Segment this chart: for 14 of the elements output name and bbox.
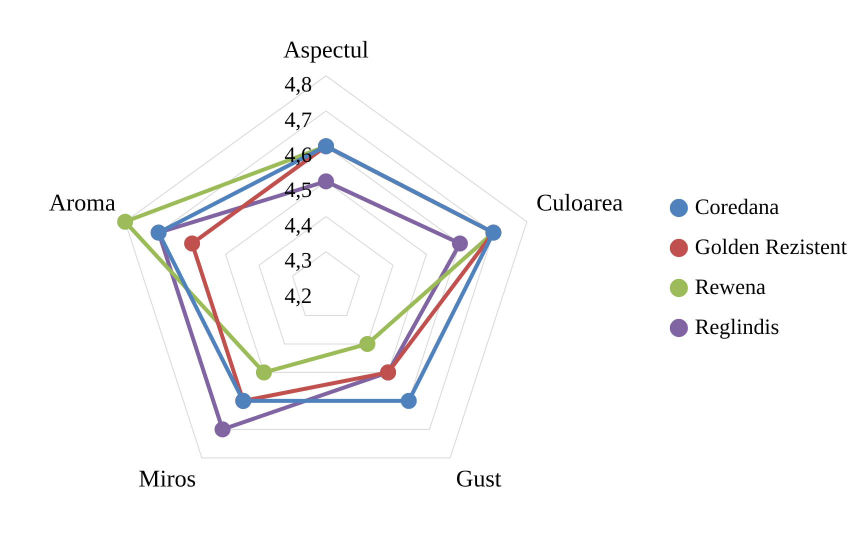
spoke-label: Aspectul — [283, 38, 369, 64]
spoke-label: Aroma — [48, 190, 116, 217]
y-tick-label: 4,7 — [284, 106, 312, 132]
y-tick-label: 4,3 — [284, 248, 312, 273]
legend-label: Golden Rezistent — [694, 234, 848, 259]
legend-label: Reglindis — [694, 314, 780, 339]
y-tick-label: 4,8 — [284, 72, 312, 97]
spoke-label: Miros — [138, 466, 196, 493]
legend-label: Coredana — [694, 194, 780, 219]
spoke-label: Gust — [456, 466, 502, 493]
spoke-label: Culoarea — [536, 190, 624, 217]
legend-label: Rewena — [694, 274, 766, 299]
y-tick-label: 4,4 — [284, 212, 312, 238]
y-tick-label: 4,2 — [284, 282, 312, 308]
